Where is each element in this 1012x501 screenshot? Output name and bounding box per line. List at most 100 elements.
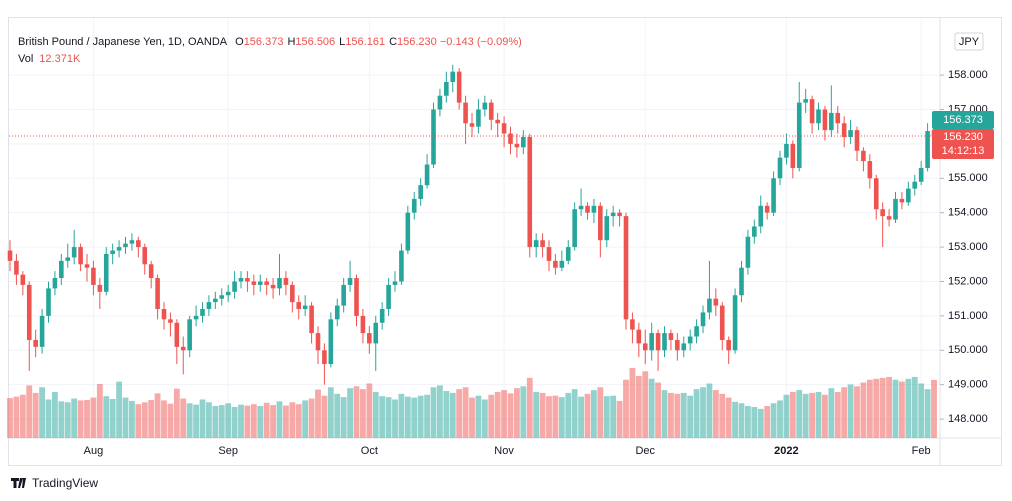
candle-body — [784, 143, 789, 158]
volume-bar — [379, 396, 386, 438]
volume-bar — [385, 397, 392, 438]
candle-body — [302, 305, 308, 310]
candle-body — [527, 137, 533, 248]
candle-body — [604, 216, 610, 241]
candle-body — [687, 336, 693, 344]
symbol-title: British Pound / Japanese Yen, 1D, OANDA — [18, 36, 228, 48]
brand-name[interactable]: TradingView — [32, 476, 98, 490]
volume-bar — [212, 406, 219, 438]
candle-body — [623, 216, 629, 320]
volume-bar — [661, 390, 668, 438]
candle-body — [238, 278, 244, 282]
volume-bar — [834, 391, 841, 438]
candle-body — [668, 333, 674, 340]
volume-bar — [90, 397, 97, 438]
volume-bar — [340, 397, 347, 438]
volume-bar — [635, 375, 642, 438]
brand-icon[interactable] — [11, 478, 26, 488]
candle-layer — [7, 64, 937, 385]
candle-body — [873, 178, 879, 210]
candle-body — [841, 123, 847, 138]
volume-bar — [623, 379, 629, 438]
candle-body — [341, 284, 346, 306]
x-tick-label: Sep — [218, 445, 238, 457]
y-tick-label: 153.000 — [948, 241, 988, 253]
candle-body — [418, 185, 423, 199]
volume-bar — [931, 379, 937, 438]
candle-body — [180, 346, 186, 351]
volume-bar — [610, 395, 617, 438]
volume-bar — [796, 390, 803, 438]
candle-body — [328, 319, 334, 365]
candle-body — [206, 302, 212, 310]
candle-body — [7, 250, 13, 261]
candle-body — [334, 305, 340, 320]
candle-body — [373, 322, 379, 344]
candle-body — [739, 267, 744, 296]
y-tick-label: 154.000 — [948, 207, 988, 219]
volume-bar — [802, 393, 809, 438]
volume-bar — [918, 383, 925, 438]
candle-body — [906, 188, 911, 203]
candle-body — [136, 240, 141, 248]
candle-body — [482, 102, 488, 110]
candle-body — [829, 112, 834, 131]
volume-bar — [475, 395, 482, 438]
volume-bar — [148, 399, 155, 438]
volume-bar — [96, 383, 103, 438]
candle-body — [662, 333, 667, 351]
volume-bar — [751, 406, 758, 438]
candle-body — [232, 281, 237, 292]
candle-body — [790, 143, 796, 168]
volume-bar — [244, 405, 251, 438]
volume-bar — [372, 391, 379, 438]
candle-body — [148, 264, 154, 279]
volume-bar — [283, 405, 289, 438]
candle-body — [142, 247, 148, 265]
volume-bar — [321, 395, 328, 438]
ohlc-value: 156.506 — [295, 36, 335, 48]
ohlc-key: C — [389, 36, 397, 48]
candle-body — [559, 260, 565, 268]
currency[interactable]: JPY — [959, 36, 980, 48]
volume-bar — [597, 387, 604, 438]
candle-body — [553, 260, 558, 268]
candle-body — [444, 81, 449, 96]
candle-body — [777, 157, 783, 179]
volume-bar — [777, 400, 783, 438]
volume-bar — [866, 379, 873, 438]
currency-box[interactable] — [954, 32, 984, 51]
candle-body — [322, 350, 327, 365]
brand-logo[interactable]: TradingView — [11, 476, 98, 490]
last-price: 156.230 — [943, 131, 983, 143]
volume-bar — [860, 382, 867, 438]
volume-bar — [828, 388, 835, 438]
volume-bar — [712, 390, 719, 438]
volume-bar — [84, 399, 90, 438]
volume-bar — [13, 396, 20, 438]
volume-bar — [783, 394, 790, 438]
volume-bar — [526, 377, 533, 438]
volume-bar — [558, 397, 565, 438]
volume-bar — [822, 394, 828, 438]
ohlc-key: O — [235, 36, 244, 48]
candle-body — [270, 284, 276, 289]
candle-body — [290, 284, 295, 303]
ohlc-value: 156.230 — [397, 36, 437, 48]
volume-bar — [507, 393, 514, 438]
volume-row: Vol 12.371K — [18, 53, 81, 65]
volume-bar — [668, 392, 674, 438]
volume-bar — [700, 387, 706, 438]
volume-bar — [873, 378, 880, 438]
volume-bar — [494, 391, 501, 438]
grid — [9, 18, 940, 438]
candle-body — [20, 274, 26, 285]
x-tick-label: Nov — [494, 445, 514, 457]
candle-body — [912, 181, 918, 189]
volume-bar — [334, 393, 341, 438]
volume-bar — [7, 398, 13, 438]
candle-body — [578, 205, 584, 210]
candle-body — [450, 71, 456, 82]
candle-body — [155, 278, 160, 310]
change: −0.143 (−0.09%) — [440, 36, 522, 48]
